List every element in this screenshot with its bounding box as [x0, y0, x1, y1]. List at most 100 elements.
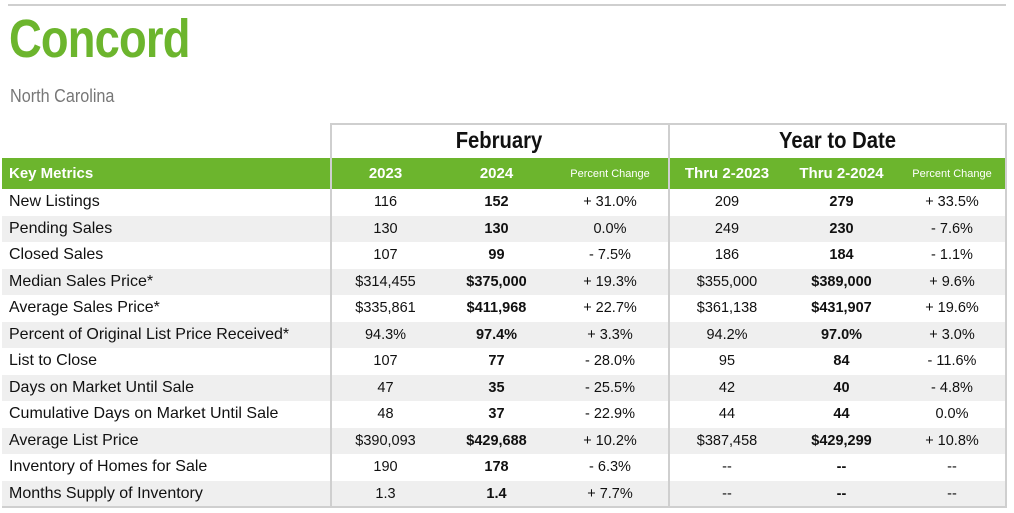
metric-value: $314,455	[355, 273, 416, 290]
group-header: February	[455, 127, 543, 153]
metric-value: 47	[377, 379, 394, 396]
metric-value: $335,861	[355, 300, 416, 317]
subtitle: North Carolina	[10, 86, 115, 106]
metric-label: Average List Price	[9, 431, 139, 449]
metric-value: 107	[373, 247, 398, 264]
metric-value: + 31.0%	[583, 194, 637, 211]
metric-label: Percent of Original List Price Received*	[9, 325, 290, 343]
metric-value: + 7.7%	[587, 485, 633, 502]
metric-value: 249	[714, 220, 740, 237]
metric-label: Median Sales Price*	[9, 272, 154, 290]
metric-value: $431,907	[811, 300, 872, 317]
column-border	[330, 123, 332, 507]
metric-value: - 22.9%	[585, 406, 635, 423]
metric-value: + 3.0%	[929, 326, 975, 343]
metric-value: + 9.6%	[929, 273, 975, 290]
metric-value: $361,138	[696, 300, 758, 317]
metric-value: 0.0%	[935, 406, 969, 423]
table-row: Percent of Original List Price Received*…	[2, 321, 1007, 348]
metric-value: + 10.2%	[583, 432, 637, 449]
table-row: Average List Price $390,093 $429,688 + 10.2…	[2, 427, 1007, 454]
metric-value: --	[947, 485, 957, 502]
metric-value: 184	[829, 247, 854, 264]
metric-value: $355,000	[696, 273, 758, 290]
table-row: Inventory of Homes for Sale 190 178 - 6.3% -…	[2, 454, 1007, 481]
metric-value: - 25.5%	[585, 379, 635, 396]
table-row: Average Sales Price* $335,861 $411,968 + 22…	[2, 295, 1007, 322]
table-row: Median Sales Price* $314,455 $375,000 + 19.…	[2, 268, 1007, 295]
table-row: Days on Market Until Sale 47 35 - 25.5% 42 40…	[2, 374, 1007, 401]
metric-value: $429,299	[811, 432, 872, 449]
title: Concord	[9, 9, 190, 69]
table-row: List to Close 107 77 - 28.0% 95 84 - 11.6%	[2, 348, 1007, 375]
metric-value: 209	[714, 194, 740, 211]
metric-value: 0.0%	[593, 220, 627, 237]
metric-value: 37	[488, 406, 505, 423]
column-header: Percent Change	[912, 167, 992, 180]
metric-value: $387,458	[696, 432, 758, 449]
metric-value: --	[947, 459, 957, 476]
metric-value: 190	[373, 459, 398, 476]
metric-value: + 3.3%	[587, 326, 633, 343]
metric-label: Pending Sales	[9, 219, 113, 237]
metric-value: 130	[373, 220, 398, 237]
metric-value: 116	[373, 194, 398, 211]
column-border	[1005, 123, 1007, 507]
metric-value: 94.3%	[364, 326, 407, 343]
metric-value: 48	[377, 406, 394, 423]
group-header: Year to Date	[778, 127, 896, 153]
column-header: Key Metrics	[9, 165, 94, 182]
column-header: Thru 2-2024	[799, 165, 884, 182]
column-border	[668, 123, 670, 507]
metric-value: 1.4	[486, 485, 507, 502]
row-border	[330, 123, 1007, 125]
column-header: 2023	[368, 165, 403, 182]
metric-value: --	[722, 459, 732, 476]
metric-value: - 28.0%	[585, 353, 635, 370]
metric-label: Average Sales Price*	[9, 299, 160, 317]
metric-value: + 19.6%	[925, 300, 979, 317]
metric-value: $390,093	[355, 432, 416, 449]
metric-value: 40	[833, 379, 850, 396]
metric-value: 230	[829, 220, 854, 237]
metric-label: Inventory of Homes for Sale	[9, 458, 208, 476]
metric-label: Months Supply of Inventory	[9, 484, 203, 502]
column-header: Thru 2-2023	[684, 165, 770, 182]
metric-value: 152	[484, 194, 509, 211]
top-rule	[8, 4, 1006, 6]
metric-value: + 19.3%	[583, 273, 637, 290]
metric-value: 1.3	[375, 485, 396, 502]
metric-value: --	[836, 485, 847, 502]
table-row: New Listings 116 152 + 31.0% 209 279 + 33.5%	[2, 189, 1007, 216]
metric-value: - 4.8%	[931, 379, 973, 396]
metric-value: 107	[373, 353, 398, 370]
metric-value: - 11.6%	[927, 353, 977, 370]
metric-value: $389,000	[811, 273, 872, 290]
metric-label: Days on Market Until Sale	[9, 378, 194, 396]
metric-value: + 10.8%	[925, 432, 979, 449]
metric-value: 77	[488, 353, 505, 370]
metric-value: + 22.7%	[583, 300, 637, 317]
metric-value: $411,968	[466, 300, 527, 317]
metric-label: List to Close	[9, 352, 98, 370]
column-header: Percent Change	[570, 167, 650, 180]
table-row: Months Supply of Inventory 1.3 1.4 + 7.7% --…	[2, 480, 1007, 507]
metric-value: 44	[718, 406, 736, 423]
metric-value: 186	[714, 247, 740, 264]
metric-value: 42	[718, 379, 736, 396]
metric-value: 279	[829, 194, 854, 211]
metric-value: - 1.1%	[931, 247, 973, 264]
metric-value: $375,000	[466, 273, 527, 290]
metric-value: - 7.6%	[931, 220, 973, 237]
metric-value: --	[722, 485, 732, 502]
metric-value: 97.0%	[820, 326, 863, 343]
metric-value: + 33.5%	[925, 194, 979, 211]
metric-value: --	[836, 459, 847, 476]
table-row: Pending Sales 130 130 0.0% 249 230 - 7.6%	[2, 215, 1007, 242]
metric-value: 99	[488, 247, 505, 264]
metric-value: 178	[484, 459, 509, 476]
metric-value: 130	[484, 220, 509, 237]
metric-label: Cumulative Days on Market Until Sale	[9, 405, 279, 423]
metric-label: New Listings	[9, 193, 100, 211]
